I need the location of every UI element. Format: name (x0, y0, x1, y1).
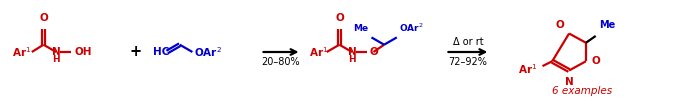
Text: OAr$^2$: OAr$^2$ (399, 21, 423, 33)
Text: Me: Me (353, 24, 369, 33)
Text: Ar$^1$: Ar$^1$ (12, 45, 31, 59)
Text: HC: HC (153, 47, 170, 57)
Text: N: N (564, 77, 573, 87)
Text: Δ or rt: Δ or rt (453, 37, 483, 47)
Text: 6 examples: 6 examples (551, 86, 612, 96)
Text: N: N (52, 47, 60, 57)
Text: Me: Me (599, 20, 616, 30)
Text: 72–92%: 72–92% (449, 57, 487, 67)
Text: N: N (348, 47, 356, 57)
Text: Ar$^1$: Ar$^1$ (309, 45, 328, 59)
Text: 20–80%: 20–80% (262, 57, 300, 67)
Text: O: O (39, 13, 48, 23)
Text: OAr$^2$: OAr$^2$ (195, 45, 222, 59)
Text: O: O (556, 20, 564, 30)
Text: Ar$^1$: Ar$^1$ (519, 62, 538, 76)
Text: H: H (52, 55, 60, 64)
Text: +: + (130, 45, 142, 59)
Text: H: H (348, 55, 356, 64)
Text: O: O (592, 56, 601, 66)
Text: OH: OH (75, 47, 92, 57)
Text: O: O (369, 47, 378, 57)
Text: O: O (335, 13, 344, 23)
